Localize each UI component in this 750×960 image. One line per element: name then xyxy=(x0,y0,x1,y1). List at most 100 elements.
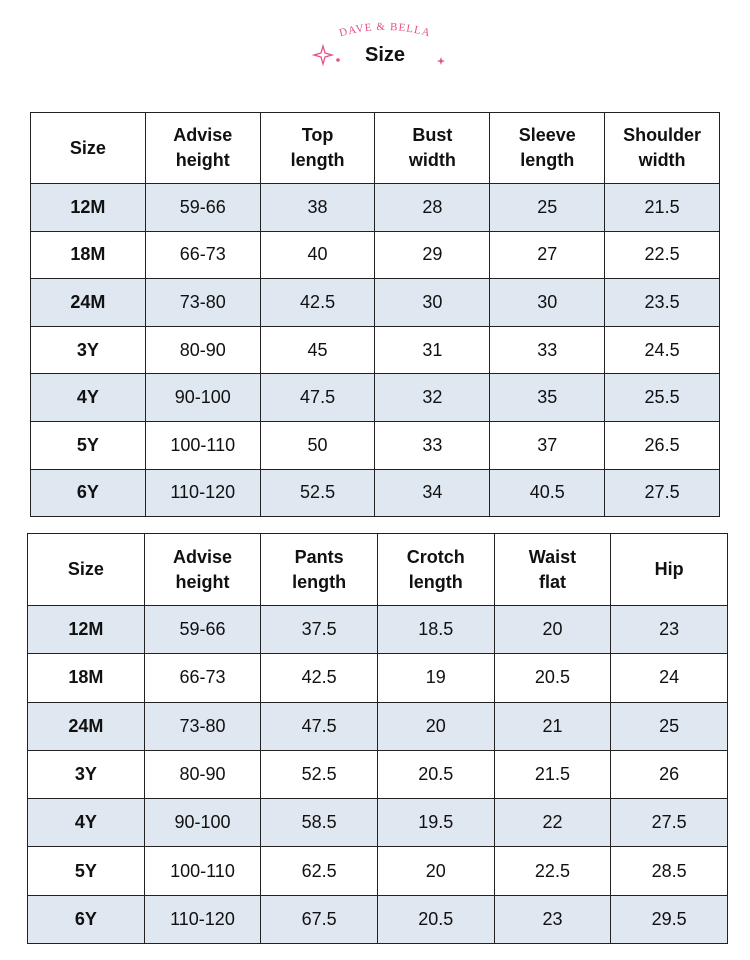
size-cell: 6Y xyxy=(30,468,146,518)
measure-cell: 34 xyxy=(374,468,491,518)
measure-cell: 52.5 xyxy=(260,749,378,800)
data-row: 12M 59-66 37.5 18.5 20 23 xyxy=(27,604,728,655)
column-header: Advise height xyxy=(144,112,261,184)
measure-cell: 21 xyxy=(493,701,612,751)
measure-cell: 25.5 xyxy=(604,373,720,422)
measure-cell: 20.5 xyxy=(376,749,495,800)
column-header: Hip xyxy=(610,533,728,606)
measure-cell: 80-90 xyxy=(143,749,262,800)
size-cell: 3Y xyxy=(30,325,146,375)
measure-cell: 29.5 xyxy=(610,894,728,945)
measure-cell: 19.5 xyxy=(376,798,495,848)
measure-cell: 35 xyxy=(489,373,606,422)
measure-cell: 23 xyxy=(493,894,612,945)
data-row: 6Y 110-120 67.5 20.5 23 29.5 xyxy=(27,894,728,945)
measure-cell: 52.5 xyxy=(259,468,376,518)
measure-cell: 26 xyxy=(610,749,728,800)
measure-cell: 22.5 xyxy=(604,230,720,280)
size-cell: 6Y xyxy=(27,894,145,945)
measure-cell: 80-90 xyxy=(144,325,261,375)
measure-cell: 38 xyxy=(259,183,376,232)
measure-cell: 40.5 xyxy=(489,468,606,518)
header-row: Size Advise height Top length Bust width Sleeve… xyxy=(30,112,720,184)
data-row: 24M 73-80 47.5 20 21 25 xyxy=(27,701,728,751)
data-row: 5Y 100-110 50 33 37 26.5 xyxy=(30,420,720,470)
measure-cell: 33 xyxy=(489,325,606,375)
measure-cell: 22 xyxy=(493,798,612,848)
measure-cell: 90-100 xyxy=(143,798,262,848)
column-header: Top length xyxy=(259,112,376,184)
size-cell: 4Y xyxy=(30,373,146,422)
measure-cell: 110-120 xyxy=(144,468,261,518)
size-cell: 4Y xyxy=(27,798,145,848)
data-row: 4Y 90-100 58.5 19.5 22 27.5 xyxy=(27,798,728,848)
data-row: 12M 59-66 38 28 25 21.5 xyxy=(30,183,720,232)
measure-cell: 27 xyxy=(489,230,606,280)
measure-cell: 28 xyxy=(374,183,491,232)
column-header: Bust width xyxy=(374,112,491,184)
sparkle xyxy=(311,43,335,67)
measure-cell: 23 xyxy=(610,604,728,655)
size-cell: 18M xyxy=(27,653,145,703)
measure-cell: 24.5 xyxy=(604,325,720,375)
measure-cell: 67.5 xyxy=(260,894,378,945)
measure-cell: 73-80 xyxy=(143,701,262,751)
data-row: 3Y 80-90 45 31 33 24.5 xyxy=(30,325,720,375)
measure-cell: 25 xyxy=(489,183,606,232)
sparkle xyxy=(437,57,445,65)
data-row: 4Y 90-100 47.5 32 35 25.5 xyxy=(30,373,720,422)
brand-logo-text: DAVE & BELLA xyxy=(338,21,431,40)
measure-cell: 66-73 xyxy=(144,230,261,280)
measure-cell: 110-120 xyxy=(143,894,262,945)
measure-cell: 32 xyxy=(374,373,491,422)
data-row: 24M 73-80 42.5 30 30 23.5 xyxy=(30,278,720,327)
sparkle xyxy=(336,58,340,62)
size-cell: 5Y xyxy=(30,420,146,470)
measure-cell: 33 xyxy=(374,420,491,470)
column-header: Sleeve length xyxy=(489,112,606,184)
measure-cell: 47.5 xyxy=(259,373,376,422)
size-cell: 3Y xyxy=(27,749,145,800)
measure-cell: 42.5 xyxy=(260,653,378,703)
measure-cell: 30 xyxy=(489,278,606,327)
measure-cell: 20.5 xyxy=(376,894,495,945)
measure-cell: 26.5 xyxy=(604,420,720,470)
measure-cell: 20 xyxy=(493,604,612,655)
column-header: Waist flat xyxy=(493,533,612,606)
measure-cell: 25 xyxy=(610,701,728,751)
size-cell: 24M xyxy=(30,278,146,327)
column-header: Size xyxy=(30,112,146,184)
size-cell: 18M xyxy=(30,230,146,280)
measure-cell: 58.5 xyxy=(260,798,378,848)
measure-cell: 30 xyxy=(374,278,491,327)
data-row: 6Y 110-120 52.5 34 40.5 27.5 xyxy=(30,468,720,518)
measure-cell: 21.5 xyxy=(493,749,612,800)
measure-cell: 47.5 xyxy=(260,701,378,751)
size-cell: 12M xyxy=(27,604,145,655)
measure-cell: 19 xyxy=(376,653,495,703)
header-row: Size Advise height Pants length Crotch length W… xyxy=(27,533,728,606)
measure-cell: 66-73 xyxy=(143,653,262,703)
column-header: Size xyxy=(27,533,145,606)
size-cell: 12M xyxy=(30,183,146,232)
measure-cell: 24 xyxy=(610,653,728,703)
measure-cell: 59-66 xyxy=(144,183,261,232)
measure-cell: 29 xyxy=(374,230,491,280)
measure-cell: 27.5 xyxy=(604,468,720,518)
measure-cell: 21.5 xyxy=(604,183,720,232)
data-row: 18M 66-73 40 29 27 22.5 xyxy=(30,230,720,280)
measure-cell: 37 xyxy=(489,420,606,470)
measure-cell: 40 xyxy=(259,230,376,280)
measure-cell: 28.5 xyxy=(610,846,728,896)
measure-cell: 20.5 xyxy=(493,653,612,703)
column-header: Pants length xyxy=(260,533,378,606)
measure-cell: 50 xyxy=(259,420,376,470)
measure-cell: 20 xyxy=(376,846,495,896)
brand-header: DAVE & BELLA Size xyxy=(311,21,445,67)
measure-cell: 90-100 xyxy=(144,373,261,422)
measure-cell: 62.5 xyxy=(260,846,378,896)
data-row: 5Y 100-110 62.5 20 22.5 28.5 xyxy=(27,846,728,896)
size-table: Size Advise height Pants length Crotch length W… xyxy=(27,533,728,945)
column-header: Shoulder width xyxy=(604,112,720,184)
